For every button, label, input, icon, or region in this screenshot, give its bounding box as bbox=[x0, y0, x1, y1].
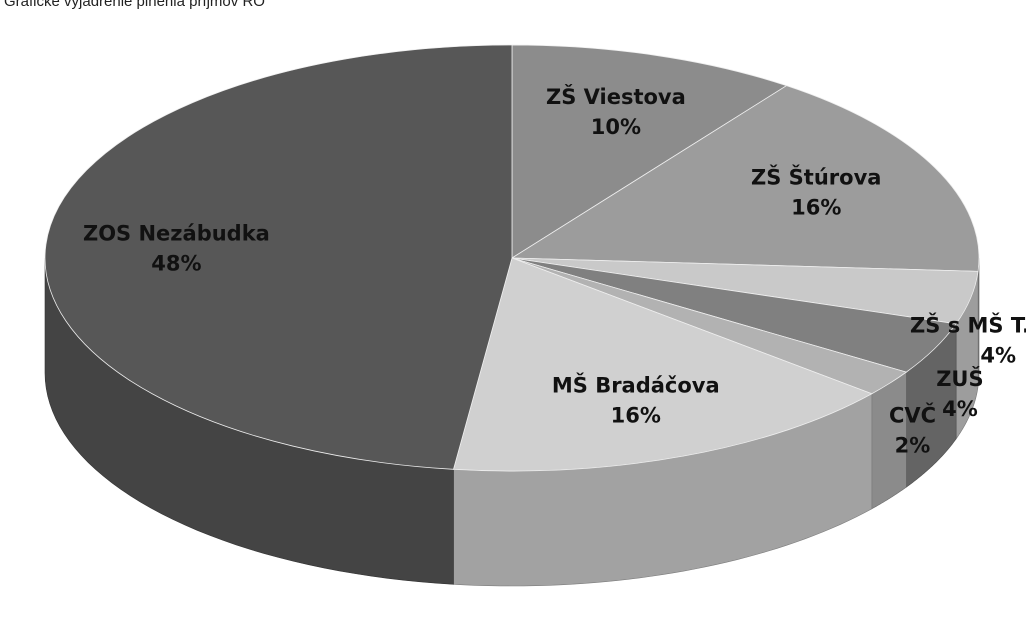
value-label: 10% bbox=[591, 115, 641, 139]
category-label: MŠ Bradáčova bbox=[552, 373, 720, 398]
value-label: 16% bbox=[791, 196, 841, 220]
value-label: 4% bbox=[980, 343, 1016, 367]
value-label: 4% bbox=[942, 397, 978, 421]
category-label: ZUŠ bbox=[936, 366, 983, 391]
slice bbox=[452, 257, 873, 472]
pie-sides bbox=[44, 257, 980, 587]
labels: ZŠ Viestova 10% ZŠ Štúrova 16% ZŠ s MŠ T.Lúk… bbox=[83, 84, 1026, 458]
value-label: 16% bbox=[611, 404, 661, 428]
category-label: ZOS Nezábudka bbox=[83, 221, 270, 245]
slice bbox=[510, 85, 980, 272]
value-label: 48% bbox=[151, 251, 201, 275]
slice bbox=[44, 44, 513, 470]
value-label: 2% bbox=[895, 434, 931, 458]
pie-tops bbox=[44, 44, 980, 472]
category-label: ZŠ Viestova bbox=[546, 84, 686, 109]
category-label: CVČ bbox=[889, 403, 936, 428]
chart-title: Grafické vyjadrenie plnenia príjmov RO bbox=[4, 0, 265, 10]
slice bbox=[511, 44, 788, 259]
category-label: ZŠ Štúrova bbox=[751, 165, 881, 190]
category-label: ZŠ s MŠ T.Lúka bbox=[910, 312, 1026, 337]
